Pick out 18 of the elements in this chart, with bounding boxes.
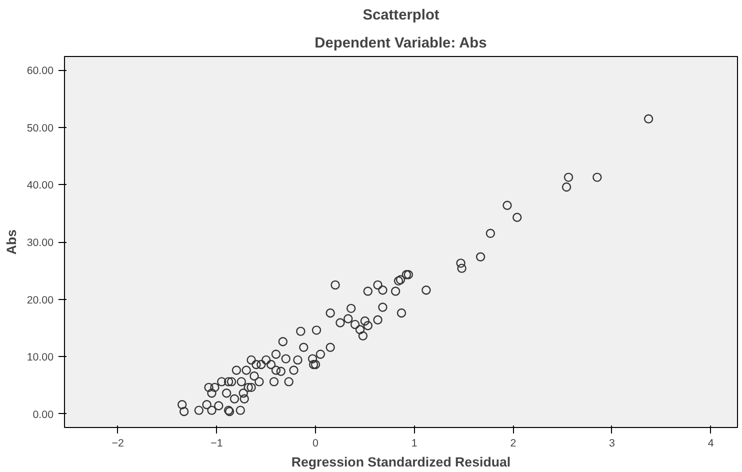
y-tick-label: 50.00 — [26, 122, 54, 134]
x-tick-label: 4 — [708, 438, 714, 450]
x-tick-label: 2 — [510, 438, 516, 450]
chart-title: Scatterplot — [362, 8, 440, 24]
y-tick-label: 30.00 — [26, 237, 54, 249]
x-tick-label: 0 — [312, 438, 319, 450]
x-tick-label: −2 — [112, 438, 124, 450]
y-tick-label: 40.00 — [26, 180, 54, 192]
y-tick-label: 10.00 — [26, 352, 54, 364]
chart-subtitle: Dependent Variable: Abs — [314, 36, 487, 52]
x-axis-title: Regression Standardized Residual — [291, 454, 511, 470]
x-tick-label: −1 — [210, 438, 223, 450]
y-tick-label: 20.00 — [26, 294, 54, 306]
x-tick-label: 1 — [411, 438, 418, 450]
y-tick-label: 0.00 — [32, 408, 54, 421]
y-axis-title: Abs — [4, 229, 19, 255]
x-tick-label: 3 — [609, 438, 616, 450]
y-tick-label: 60.00 — [26, 65, 54, 78]
